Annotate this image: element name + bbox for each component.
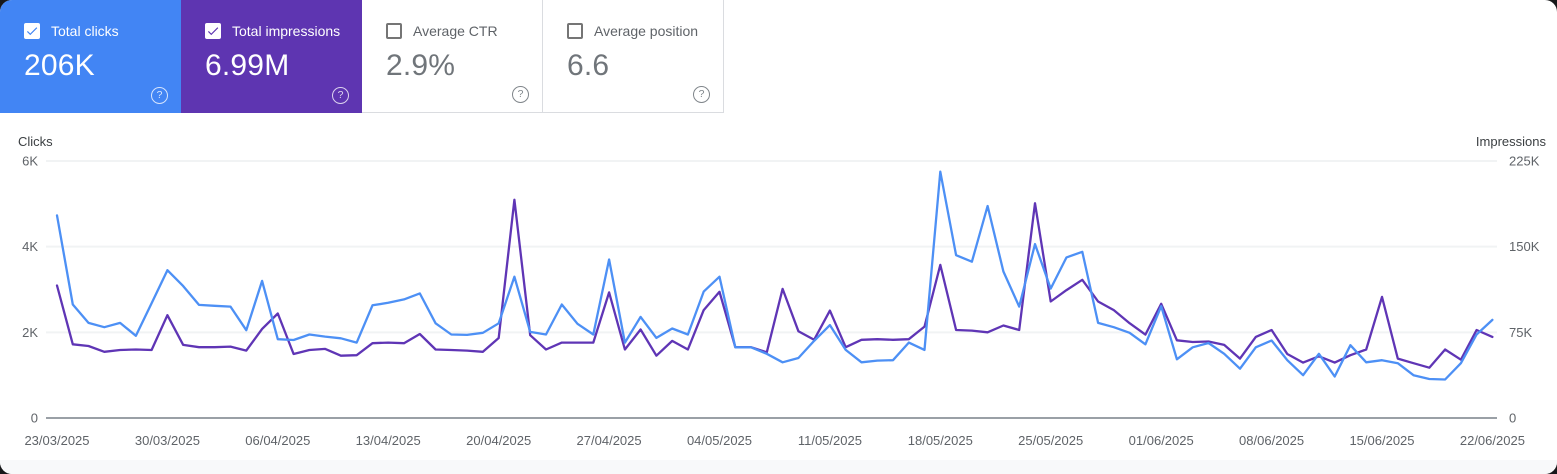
average-position-checkbox[interactable] (567, 23, 583, 39)
metric-value: 2.9% (386, 49, 456, 82)
right-axis-tick-label: 0 (1509, 411, 1516, 426)
right-axis-tick-label: 225K (1509, 154, 1540, 169)
metric-card-total-impressions[interactable]: Total impressions 6.99M ? (181, 0, 362, 113)
average-ctr-checkbox[interactable] (386, 23, 402, 39)
x-axis-date-label: 18/05/2025 (908, 433, 973, 448)
x-axis-date-label: 20/04/2025 (466, 433, 531, 448)
metric-label: Average CTR (413, 23, 498, 39)
x-axis-date-label: 06/04/2025 (245, 433, 310, 448)
section-divider (0, 460, 1557, 474)
metric-card-average-ctr[interactable]: Average CTR 2.9% ? (362, 0, 543, 113)
metric-cards-row: Total clicks 206K ? Total impressions 6.… (0, 0, 724, 113)
x-axis-date-label: 11/05/2025 (798, 433, 862, 448)
metric-label: Total clicks (51, 23, 119, 39)
help-icon[interactable]: ? (151, 87, 168, 104)
help-icon[interactable]: ? (693, 86, 710, 103)
help-icon[interactable]: ? (512, 86, 529, 103)
metric-label: Total impressions (232, 23, 341, 39)
metric-label: Average position (594, 23, 699, 39)
x-axis-date-label: 04/05/2025 (687, 433, 752, 448)
left-axis-tick-label: 4K (22, 239, 38, 254)
left-axis-tick-label: 6K (22, 154, 38, 169)
x-axis-date-label: 25/05/2025 (1018, 433, 1083, 448)
performance-chart: 0 2K 4K 6K 0 75K 150K 225K Clicks Impressions 23/0… (0, 113, 1557, 474)
metric-card-average-position[interactable]: Average position 6.6 ? (543, 0, 724, 113)
x-axis-date-label: 08/06/2025 (1239, 433, 1304, 448)
metric-value: 6.6 (567, 49, 610, 82)
x-axis-date-label: 27/04/2025 (577, 433, 642, 448)
x-axis-date-label: 30/03/2025 (135, 433, 200, 448)
right-axis-tick-label: 150K (1509, 239, 1540, 254)
metric-value: 6.99M (205, 49, 290, 82)
help-icon[interactable]: ? (332, 87, 349, 104)
left-axis-tick-label: 2K (22, 325, 38, 340)
metric-value: 206K (24, 49, 95, 82)
series-line-total-impressions (55, 198, 1494, 369)
right-axis-tick-label: 75K (1509, 325, 1532, 340)
x-axis-date-label: 13/04/2025 (356, 433, 421, 448)
checkmark-icon (26, 27, 38, 36)
performance-line-chart: 0 2K 4K 6K 0 75K 150K 225K Clicks Impressions 23/0… (18, 134, 1547, 448)
x-axis-date-label: 22/06/2025 (1460, 433, 1525, 448)
left-axis-tick-label: 0 (31, 411, 38, 426)
x-axis-date-label: 15/06/2025 (1349, 433, 1414, 448)
right-axis-title: Impressions (1476, 134, 1547, 149)
total-clicks-checkbox[interactable] (24, 23, 40, 39)
checkmark-icon (207, 27, 219, 36)
x-axis-date-label: 01/06/2025 (1129, 433, 1194, 448)
metric-card-total-clicks[interactable]: Total clicks 206K ? (0, 0, 181, 113)
left-axis-title: Clicks (18, 134, 53, 149)
x-axis-date-label: 23/03/2025 (24, 433, 89, 448)
series-line-total-clicks (55, 170, 1494, 381)
total-impressions-checkbox[interactable] (205, 23, 221, 39)
